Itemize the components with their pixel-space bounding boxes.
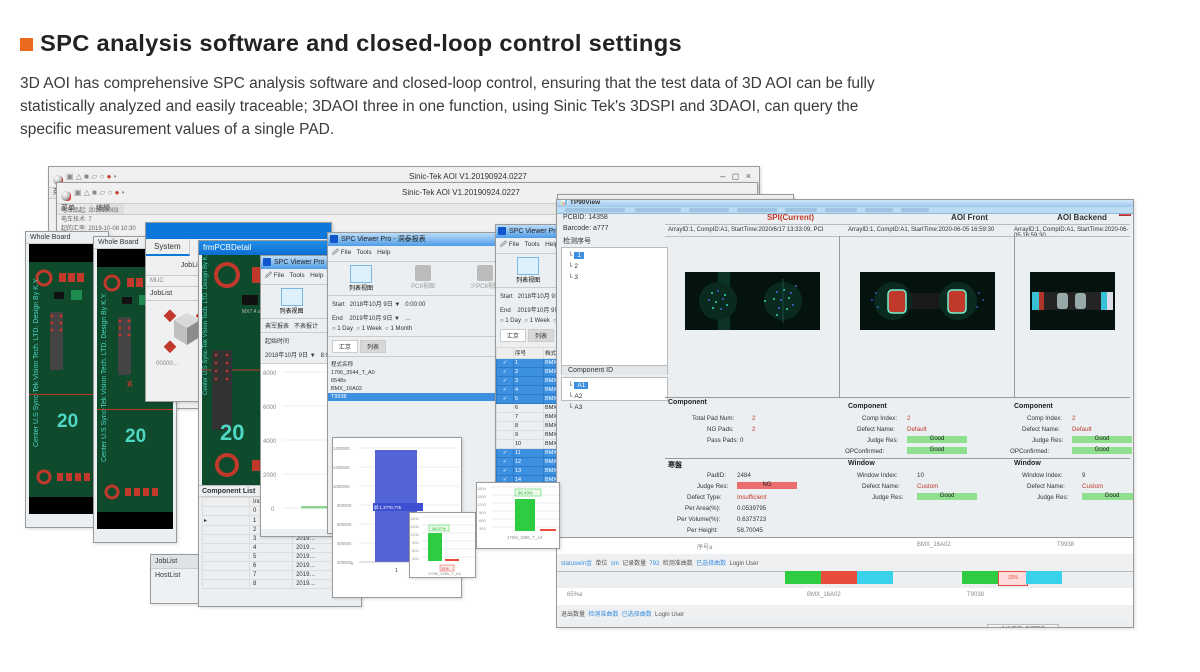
svg-text:200000: 200000 (337, 560, 352, 565)
svg-text:1400000: 1400000 (333, 446, 350, 451)
svg-text:2000: 2000 (263, 473, 277, 479)
svg-text:300: 300 (412, 556, 419, 561)
svg-text:170M_1096_T_A4: 170M_1096_T_A4 (507, 535, 543, 540)
svg-text:36.07%: 36.07% (432, 526, 446, 531)
svg-text:20: 20 (220, 420, 244, 445)
svg-text:1800: 1800 (477, 486, 487, 491)
svg-text:1500: 1500 (410, 524, 420, 529)
svg-text:170M_1096_T_A4: 170M_1096_T_A4 (428, 571, 462, 576)
svg-text:Center U.S Sync-Tek Vision Tec: Center U.S Sync-Tek Vision Tech. LTD. De… (101, 292, 108, 462)
svg-text:800000: 800000 (337, 503, 352, 508)
svg-text:1500: 1500 (477, 494, 487, 499)
svg-text:20: 20 (125, 426, 146, 447)
svg-text:20: 20 (57, 411, 78, 432)
svg-text:900: 900 (412, 540, 419, 545)
svg-text:600: 600 (412, 548, 419, 553)
svg-text:Center U.S Sync-Tek Vision Tec: Center U.S Sync-Tek Vision Tech. LTD. De… (203, 255, 209, 395)
svg-text:400000: 400000 (337, 541, 352, 546)
svg-text:Center U.S Sync-Tek Vision Tec: Center U.S Sync-Tek Vision Tech. LTD. De… (33, 277, 40, 447)
svg-text:1200000: 1200000 (333, 465, 350, 470)
svg-text:8000: 8000 (263, 371, 277, 377)
svg-text:6000: 6000 (263, 405, 277, 411)
svg-text:1200: 1200 (477, 502, 487, 507)
svg-text:1000000: 1000000 (333, 484, 350, 489)
svg-text:X: X (126, 379, 133, 389)
svg-text:1200: 1200 (410, 532, 420, 537)
svg-text:4000: 4000 (263, 439, 277, 445)
svg-text:1800: 1800 (410, 516, 420, 521)
svg-text:300: 300 (479, 526, 486, 531)
svg-text:600: 600 (479, 518, 486, 523)
svg-text:900: 900 (479, 510, 486, 515)
svg-text:1: 1 (395, 568, 398, 574)
svg-text:600000: 600000 (337, 522, 352, 527)
svg-text:96.43%: 96.43% (518, 491, 533, 496)
